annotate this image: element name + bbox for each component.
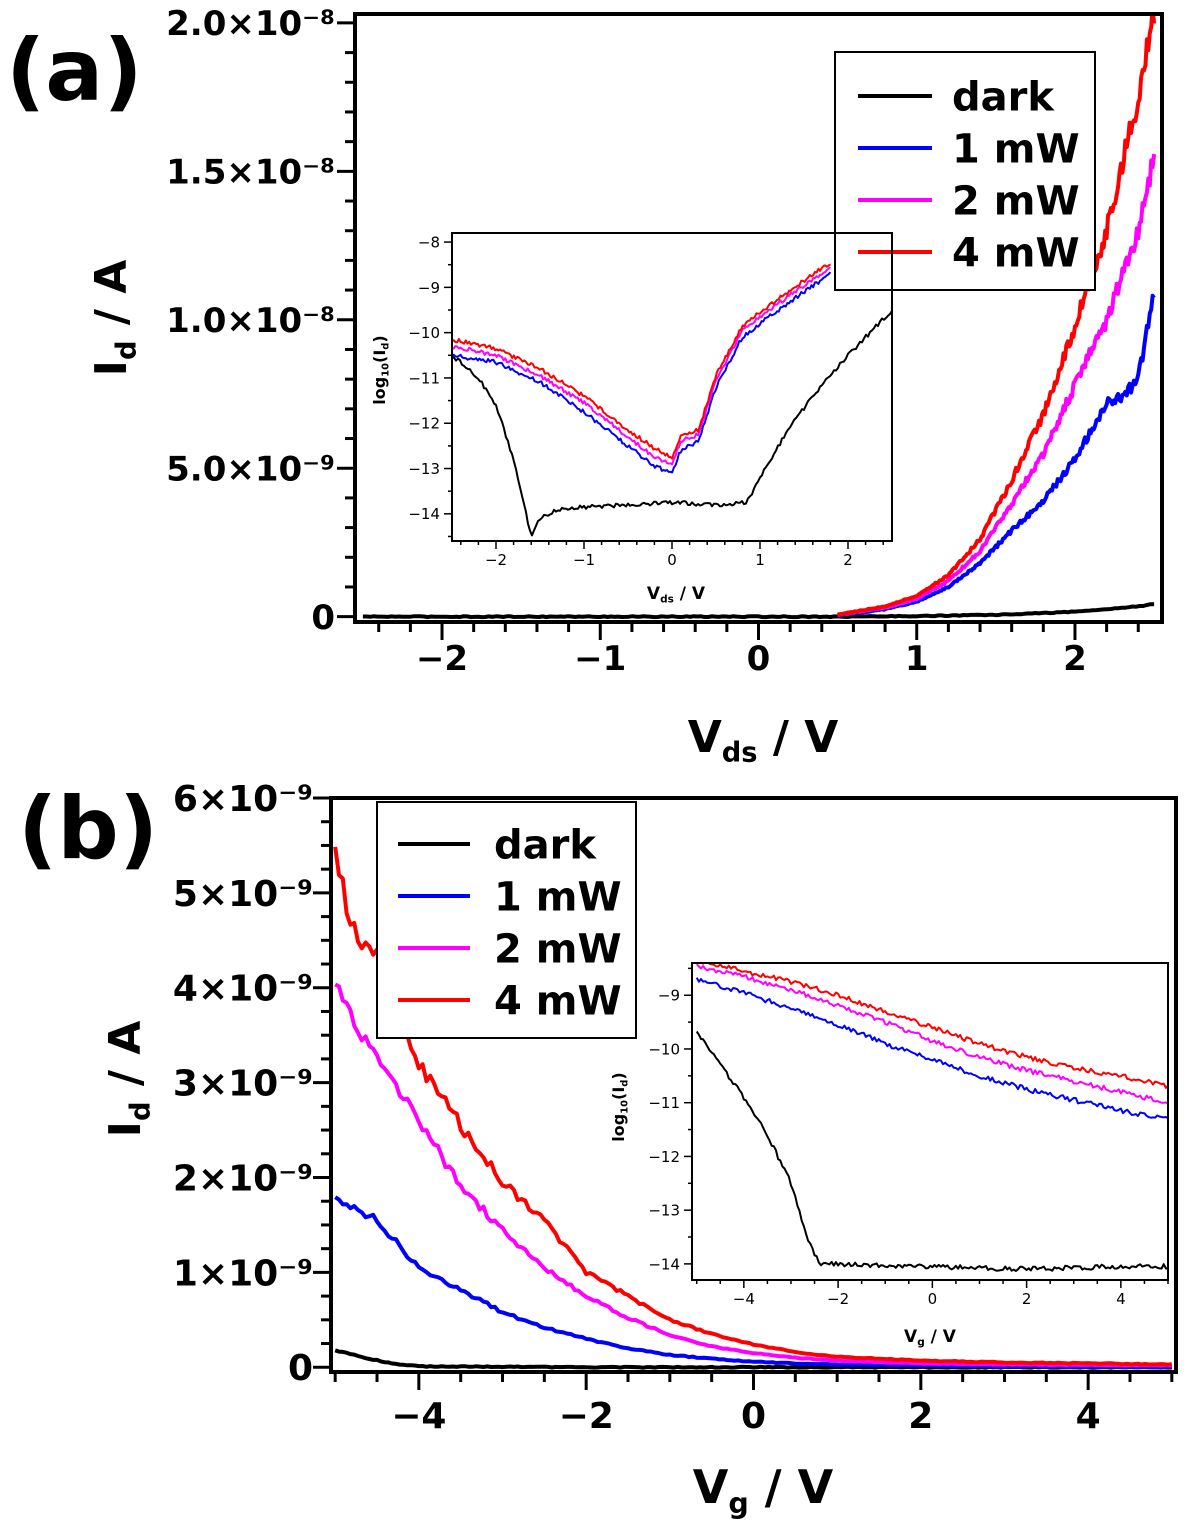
series-group-b-main <box>333 846 1173 1370</box>
y-tick-label-b-main: 2×10⁻⁹ <box>173 1158 313 1199</box>
x-tick-label-b-inset: −2 <box>827 1290 849 1308</box>
series-line-a-inset-1 <box>452 271 832 474</box>
series-group-a-inset <box>452 263 892 537</box>
y-tick-label-b-inset: −11 <box>648 1094 680 1112</box>
plot-frame-b-inset <box>691 962 1169 1281</box>
y-tick-label-b-main: 0 <box>288 1348 313 1389</box>
y-tick-label-b-inset: −10 <box>648 1040 680 1058</box>
x-tick-label-a-inset: −1 <box>573 551 595 569</box>
x-tick-label-a-inset: −2 <box>485 551 507 569</box>
y-axis-title-a-main: Id / A <box>86 260 143 377</box>
legend-label: 2 mW <box>494 926 622 972</box>
y-tick-label-a-inset: −13 <box>408 460 440 478</box>
y-tick-label-a-inset: −8 <box>418 233 440 251</box>
x-tick-label-a-main: −1 <box>574 639 626 679</box>
y-tick-label-a-main: 5.0×10⁻⁹ <box>166 449 335 489</box>
series-line-b-main-3 <box>333 846 1173 1367</box>
series-line-a-main-0 <box>362 602 1155 620</box>
series-line-a-inset-0 <box>452 310 892 537</box>
y-tick-label-a-main: 1.0×10⁻⁸ <box>166 301 335 341</box>
y-tick-label-a-main: 1.5×10⁻⁸ <box>166 153 335 193</box>
y-tick-label-b-main: 4×10⁻⁹ <box>173 969 313 1010</box>
legend-a-main: dark 1 mW 2 mW 4 mW <box>834 51 1096 291</box>
legend-label: 2 mW <box>952 178 1080 224</box>
series-line-a-main-3 <box>837 14 1157 617</box>
x-tick-label-a-inset: 1 <box>755 551 765 569</box>
x-tick-label-b-inset: 2 <box>1022 1290 1032 1308</box>
x-axis-title-b-inset: Vg / V <box>904 1327 957 1349</box>
y-tick-label-a-inset: −10 <box>408 324 440 342</box>
x-tick-label-a-main: 2 <box>1063 639 1087 679</box>
series-line-a-inset-3 <box>452 263 831 460</box>
legend-label: dark <box>494 822 597 868</box>
y-tick-label-b-inset: −13 <box>648 1202 680 1220</box>
series-group-a-main <box>362 14 1157 620</box>
series-line-a-inset-2 <box>452 266 832 466</box>
legend-label: 1 mW <box>494 874 622 920</box>
x-tick-label-a-main: −2 <box>416 639 468 679</box>
series-line-b-inset-1 <box>695 977 1168 1120</box>
chart-a-main: −2 −1 0 1 205.0×10⁻⁹1.0×10⁻⁸1.5×10⁻⁸2.0×10⁻⁸… <box>86 4 1164 769</box>
series-line-b-inset-3 <box>701 963 1168 1089</box>
x-tick-label-a-inset: 0 <box>667 551 677 569</box>
x-axis-title-b-main: Vg / V <box>693 1460 834 1520</box>
y-tick-label-b-main: 6×10⁻⁹ <box>173 779 313 820</box>
legend-label: 1 mW <box>952 126 1080 172</box>
y-tick-label-b-inset: −14 <box>648 1255 680 1273</box>
x-tick-label-b-main: 2 <box>908 1396 933 1437</box>
x-axis-title-a-inset: Vds / V <box>647 584 706 606</box>
series-group-b-inset <box>695 963 1168 1272</box>
y-axis-title-b-inset: log10(Id) <box>609 1072 631 1141</box>
series-line-b-inset-2 <box>695 963 1168 1105</box>
x-tick-label-b-main: −4 <box>391 1396 446 1437</box>
x-tick-label-b-inset: 4 <box>1116 1290 1126 1308</box>
x-tick-label-b-inset: −4 <box>733 1290 755 1308</box>
y-tick-label-b-main: 5×10⁻⁹ <box>173 874 313 915</box>
y-axis-title-a-inset: log10(Id) <box>370 335 392 404</box>
x-axis-title-a-main: Vds / V <box>688 712 839 769</box>
y-axis-title-b-main: Id / A <box>100 1021 157 1138</box>
y-tick-label-b-inset: −12 <box>648 1148 680 1166</box>
legend-label: dark <box>952 74 1055 120</box>
legend-b-main: dark 1 mW 2 mW 4 mW <box>376 801 637 1039</box>
y-tick-label-b-main: 1×10⁻⁹ <box>173 1253 313 1294</box>
x-tick-label-b-main: 4 <box>1076 1396 1101 1437</box>
y-tick-label-a-main: 2.0×10⁻⁸ <box>166 4 335 44</box>
panel-label-b: (b) <box>18 779 158 879</box>
x-tick-label-b-main: −2 <box>559 1396 614 1437</box>
y-tick-label-b-main: 3×10⁻⁹ <box>173 1064 313 1105</box>
y-tick-label-a-inset: −12 <box>408 415 440 433</box>
y-tick-label-a-main: 0 <box>311 598 335 638</box>
chart-b-main: −4 −2 0 2 4 0 1×10⁻⁹ 2×10⁻⁹ 3×10⁻⁹ 4×10⁻⁹ 5×10⁻⁹ 6×… <box>100 779 1178 1520</box>
legend-label: 4 mW <box>952 230 1080 276</box>
x-tick-label-a-main: 1 <box>905 639 929 679</box>
legend-label: 4 mW <box>494 978 622 1024</box>
charts-layer: −2 −1 0 1 205.0×10⁻⁹1.0×10⁻⁸1.5×10⁻⁸2.0×10⁻⁸… <box>86 4 1178 1520</box>
series-line-b-inset-0 <box>695 1030 1168 1272</box>
x-tick-label-b-main: 0 <box>741 1396 766 1437</box>
x-tick-label-b-inset: 0 <box>928 1290 938 1308</box>
x-tick-label-a-inset: 2 <box>843 551 853 569</box>
y-tick-label-a-inset: −14 <box>408 505 440 523</box>
panel-label-a: (a) <box>6 21 143 121</box>
x-tick-label-a-main: 0 <box>747 639 771 679</box>
chart-b-inset: −4 −2 0 2 4 −14 −13 −12 −11 −10 −9 Vg / V log10(Id) <box>609 962 1169 1349</box>
y-tick-label-a-inset: −9 <box>418 279 440 297</box>
y-tick-label-b-inset: −9 <box>658 987 680 1005</box>
y-tick-label-a-inset: −11 <box>408 369 440 387</box>
